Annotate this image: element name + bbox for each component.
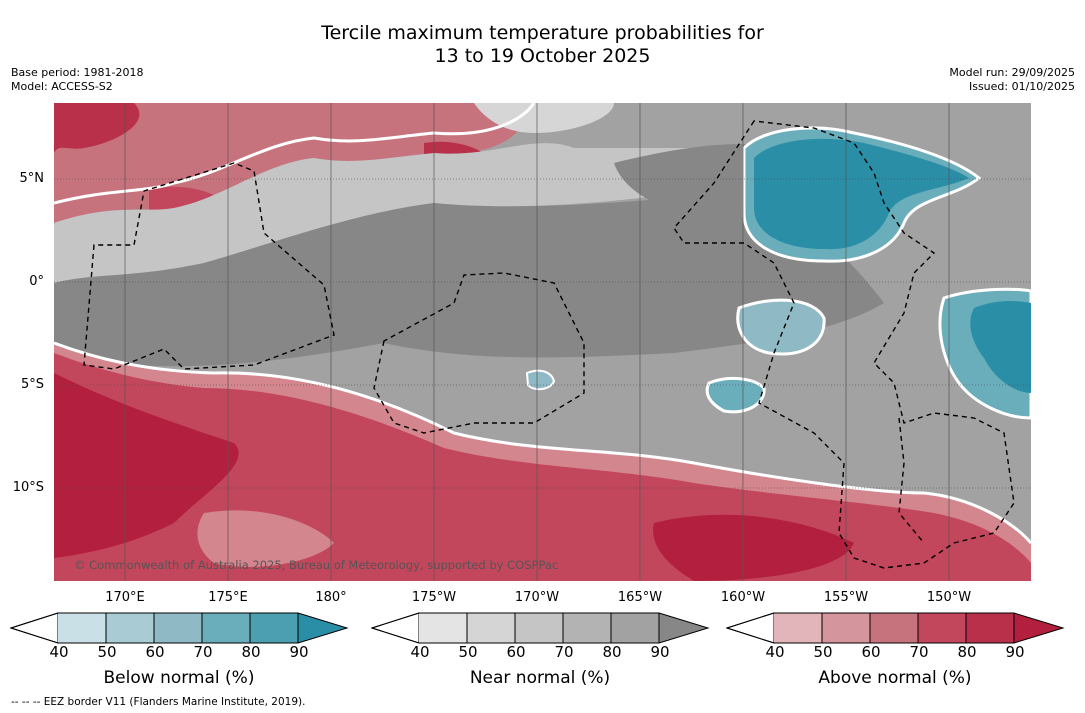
cb-below-tick: 90	[289, 643, 309, 661]
colorbar-below-svg	[9, 612, 349, 644]
field-near-core	[54, 193, 884, 367]
cb-near-seg-80	[611, 613, 659, 643]
cb-above-extend-low	[725, 612, 775, 644]
cb-above-tick: 50	[813, 643, 833, 661]
cb-below-tick: 60	[145, 643, 165, 661]
field-above-south-dark	[54, 373, 239, 558]
colorbar-above-title: Above normal (%)	[818, 668, 972, 688]
cb-near-extend-high	[659, 613, 708, 643]
eez-footnote: -- -- -- EEZ border V11 (Flanders Marine…	[11, 696, 306, 708]
cb-above-tick: 90	[1005, 643, 1025, 661]
contour-north	[54, 103, 536, 205]
eez-border-southeast	[898, 417, 925, 544]
colorbar-near-title: Near normal (%)	[469, 668, 611, 688]
cb-near-seg-50	[467, 613, 515, 643]
lon-label-155w: 155°W	[823, 590, 869, 605]
cb-below-tick: 70	[193, 643, 213, 661]
cb-near-tick: 70	[554, 643, 574, 661]
cb-above-seg-40	[774, 613, 822, 643]
copyright-notice: © Commonwealth of Australia 2025, Bureau…	[74, 558, 559, 572]
cb-near-seg-60	[515, 613, 563, 643]
cb-near-tick: 50	[458, 643, 478, 661]
cb-below-tick: 40	[49, 643, 69, 661]
base-period: Base period: 1981-2018	[11, 66, 144, 79]
lon-label-175w: 175°W	[411, 590, 457, 605]
cb-below-extend-low	[9, 612, 59, 644]
cb-below-seg-70	[202, 613, 250, 643]
field-below-small	[705, 376, 766, 414]
lon-label-180: 180°	[315, 590, 347, 605]
cb-below-seg-50	[106, 613, 154, 643]
cb-above-seg-80	[966, 613, 1014, 643]
probability-map	[54, 103, 1031, 581]
cb-below-seg-40	[58, 613, 106, 643]
cb-above-seg-60	[870, 613, 918, 643]
contour-south	[54, 341, 1031, 544]
cb-near-tick: 80	[602, 643, 622, 661]
cb-below-extend-high	[298, 613, 347, 643]
field-below-tiny	[525, 369, 556, 391]
cb-above-seg-70	[918, 613, 966, 643]
lon-label-150w: 150°W	[926, 590, 972, 605]
cb-near-tick: 90	[650, 643, 670, 661]
field-above-south-dark2	[653, 514, 854, 581]
model-run: Model run: 29/09/2025	[949, 66, 1075, 79]
cb-near-tick: 40	[410, 643, 430, 661]
meridians	[124, 103, 950, 581]
cb-below-tick: 80	[241, 643, 261, 661]
field-near-north-light	[54, 143, 754, 283]
colorbar-below-title: Below normal (%)	[103, 668, 255, 688]
colorbar-above	[725, 612, 1066, 644]
eez-border-central	[373, 272, 585, 434]
map-canvas	[54, 103, 1031, 581]
map-title-line2: 13 to 19 October 2025	[434, 45, 651, 67]
cb-near-tick: 60	[506, 643, 526, 661]
colorbar-above-svg	[725, 612, 1065, 644]
cb-above-tick: 70	[909, 643, 929, 661]
lon-label-170e: 170°E	[105, 590, 145, 605]
cb-below-seg-60	[154, 613, 202, 643]
eez-borders	[83, 120, 1015, 569]
lon-label-170w: 170°W	[514, 590, 560, 605]
cb-below-seg-80	[250, 613, 298, 643]
field-below-east	[970, 300, 1031, 393]
field-below-north	[754, 138, 969, 250]
lat-label-10s: 10°S	[12, 480, 44, 495]
lat-label-5s: 5°S	[20, 377, 44, 392]
field-below-mid	[736, 298, 826, 356]
colorbar-below	[9, 612, 350, 644]
lat-label-0: 0°	[29, 274, 44, 289]
meta-right: Model run: 29/09/2025 Issued: 01/10/2025	[949, 66, 1075, 94]
field-above-north-dark	[54, 103, 140, 153]
lat-label-5n: 5°N	[19, 171, 45, 186]
lon-label-175e: 175°E	[208, 590, 248, 605]
cb-near-seg-40	[419, 613, 467, 643]
cb-above-tick: 40	[765, 643, 785, 661]
field-above-south-light	[197, 510, 334, 567]
cb-above-extend-high	[1014, 613, 1063, 643]
colorbar-near	[370, 612, 711, 644]
cb-above-tick: 80	[957, 643, 977, 661]
meta-left: Base period: 1981-2018 Model: ACCESS-S2	[11, 66, 143, 94]
cb-above-tick: 60	[861, 643, 881, 661]
graticule	[54, 178, 1031, 489]
map-title-line1: Tercile maximum temperature probabilitie…	[321, 22, 764, 44]
lon-label-160w: 160°W	[720, 590, 766, 605]
field-above-north-pale	[474, 103, 614, 133]
model-name: Model: ACCESS-S2	[11, 80, 113, 93]
cb-near-seg-70	[563, 613, 611, 643]
cb-below-tick: 50	[97, 643, 117, 661]
cb-near-extend-low	[370, 612, 420, 644]
cb-above-seg-50	[822, 613, 870, 643]
eez-border-east	[673, 120, 1015, 569]
colorbar-near-svg	[370, 612, 710, 644]
issued-date: Issued: 01/10/2025	[968, 80, 1075, 93]
lon-label-165w: 165°W	[617, 590, 663, 605]
